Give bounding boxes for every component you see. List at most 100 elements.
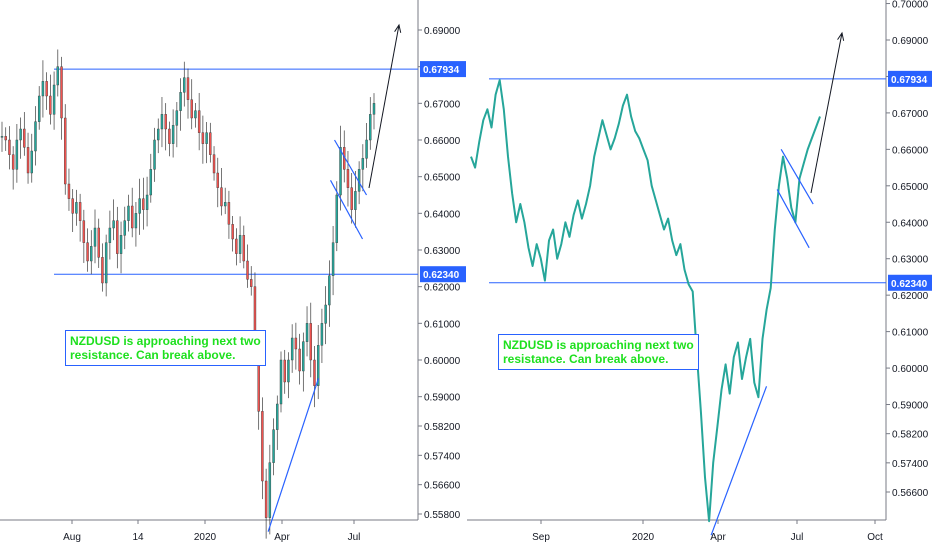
x-tick-label: Apr — [274, 532, 290, 543]
y-tick-label: 0.64000 — [424, 209, 461, 220]
candle — [49, 95, 52, 115]
candle — [335, 194, 339, 243]
candle — [41, 81, 45, 97]
candle — [90, 246, 93, 262]
candle — [75, 202, 78, 214]
projection-arrowhead — [394, 23, 402, 33]
candle — [354, 191, 357, 210]
candle — [320, 323, 324, 346]
candle — [350, 187, 353, 210]
y-tick-label: 0.62000 — [424, 283, 461, 294]
candle — [346, 169, 350, 188]
candle — [302, 341, 305, 372]
candle — [205, 132, 208, 144]
y-tick-label: 0.66000 — [424, 136, 461, 147]
y-tick-label: 0.67000 — [892, 109, 929, 120]
candle — [71, 198, 74, 214]
y-tick-label: 0.55800 — [424, 510, 461, 521]
price-label: 0.67934 — [423, 65, 460, 76]
candle — [19, 128, 22, 141]
y-tick-label: 0.60000 — [892, 364, 929, 375]
candle — [246, 260, 249, 280]
candle — [238, 235, 242, 254]
candle — [276, 403, 279, 430]
candle — [186, 77, 190, 100]
analysis-note: NZDUSD is approaching next two resistanc… — [498, 334, 699, 370]
flag-upper-line — [334, 139, 368, 196]
candle — [93, 227, 97, 247]
y-tick-label: 0.65000 — [892, 182, 929, 193]
candle — [157, 128, 160, 141]
candle — [365, 139, 368, 159]
candle — [201, 132, 205, 144]
candle — [30, 150, 33, 174]
price-label-box — [888, 70, 932, 87]
candle — [220, 187, 223, 207]
candle — [331, 242, 335, 276]
candle — [235, 238, 238, 254]
candle — [0, 136, 4, 138]
candle — [119, 235, 123, 254]
candle — [175, 110, 179, 126]
x-tick-label: Aug — [63, 532, 81, 543]
flag-lower-line — [329, 180, 364, 240]
candle — [123, 220, 126, 236]
support-trendline — [267, 378, 320, 532]
y-tick-label: 0.58200 — [424, 422, 461, 433]
candle — [268, 462, 272, 518]
x-tick-label: 14 — [132, 532, 144, 543]
candle — [82, 220, 86, 243]
candle — [294, 337, 298, 350]
y-tick-label: 0.64000 — [892, 218, 929, 229]
candle — [209, 132, 212, 155]
y-tick-label: 0.69000 — [424, 26, 461, 37]
price-label-box — [888, 274, 932, 291]
candle — [86, 242, 89, 262]
price-line — [470, 79, 821, 523]
candle — [97, 227, 100, 258]
candle — [369, 114, 372, 141]
candle — [67, 183, 71, 199]
candle — [227, 202, 231, 225]
candle — [34, 121, 37, 152]
candle — [261, 411, 264, 482]
y-tick-label: 0.63000 — [424, 246, 461, 257]
y-tick-label: 0.65000 — [424, 173, 461, 184]
candle — [101, 257, 104, 284]
candle — [108, 227, 112, 243]
y-tick-label: 0.56600 — [892, 488, 929, 499]
projection-arrowhead — [837, 31, 845, 41]
candle — [283, 359, 286, 383]
candle — [160, 114, 164, 130]
candle — [287, 359, 290, 383]
x-tick-label: Jul — [348, 532, 361, 543]
candle — [171, 125, 175, 144]
candle — [127, 205, 130, 221]
candle — [142, 198, 145, 210]
candle — [216, 172, 219, 188]
candle — [372, 103, 376, 115]
candle — [361, 158, 365, 170]
candle — [149, 169, 153, 196]
candle — [250, 279, 253, 287]
analysis-note: NZDUSD is approaching next two resistanc… — [65, 330, 266, 366]
candle — [168, 128, 171, 144]
candle — [116, 220, 119, 254]
candle — [190, 99, 193, 119]
candle — [134, 213, 138, 229]
candle — [37, 95, 41, 122]
x-tick-label: Apr — [710, 532, 726, 543]
candle — [64, 117, 67, 185]
candle — [11, 154, 15, 170]
y-tick-label: 0.57400 — [424, 451, 461, 462]
y-tick-label: 0.63000 — [892, 255, 929, 266]
candle — [223, 202, 227, 207]
y-tick-label: 0.59000 — [892, 401, 929, 412]
candle — [290, 337, 294, 361]
candle — [179, 92, 182, 111]
candle — [45, 81, 48, 97]
x-tick-label: 2020 — [194, 532, 217, 543]
y-tick-label: 0.67000 — [424, 99, 461, 110]
candle — [242, 235, 246, 262]
